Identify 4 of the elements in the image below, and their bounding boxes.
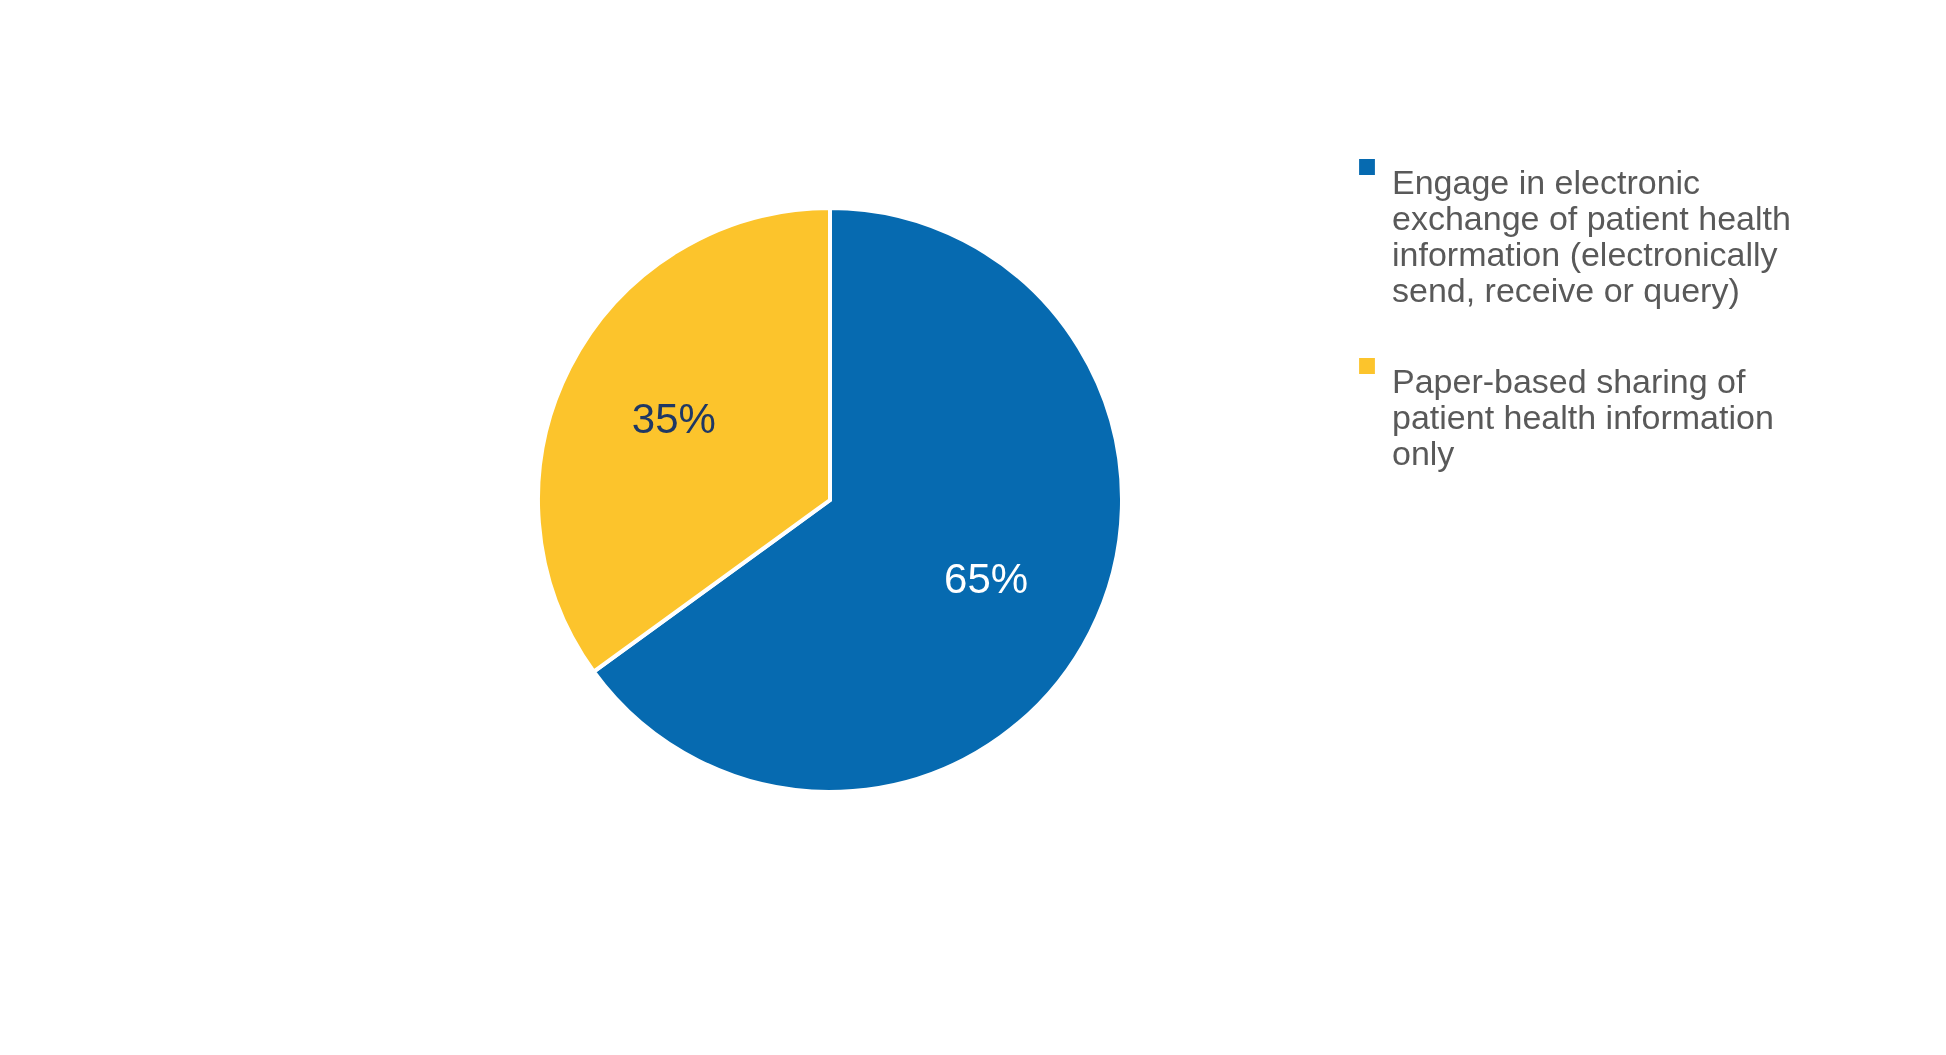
legend-label: Paper-based sharing of patient health information only: [1392, 362, 1774, 472]
data-label: 35%: [631, 395, 716, 443]
legend-label: Engage in electronic exchange of patient health information (electronically send, receive or query): [1392, 163, 1791, 309]
data-label: 65%: [944, 554, 1029, 602]
